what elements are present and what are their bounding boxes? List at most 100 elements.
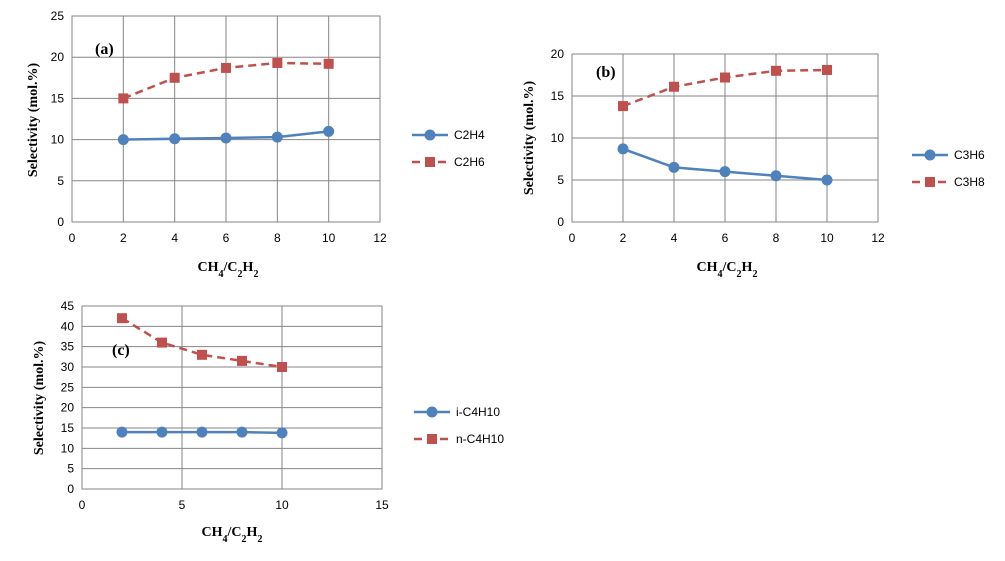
panel-label: (a) <box>95 41 114 58</box>
data-point-C2H6 <box>118 93 129 104</box>
x-tick-label: 8 <box>274 231 281 245</box>
x-tick-label: 10 <box>322 231 336 245</box>
data-point-C3H6 <box>617 143 629 155</box>
data-point-C3H8 <box>618 101 628 112</box>
data-point-n-C4H10 <box>117 313 127 324</box>
legend-entry-C3H8: C3H8 <box>912 175 985 189</box>
y-tick-label: 35 <box>61 340 75 354</box>
y-tick-label: 15 <box>551 89 565 103</box>
legend-entry-C3H6: C3H6 <box>912 148 985 162</box>
x-tick-label: 8 <box>773 231 780 245</box>
y-tick-label: 0 <box>67 482 74 496</box>
panel-label: (b) <box>596 64 616 81</box>
y-tick-label: 0 <box>557 215 564 229</box>
data-point-i-C4H10 <box>276 427 288 439</box>
legend-entry-i-C4H10: i-C4H10 <box>414 405 500 419</box>
data-point-C2H6 <box>323 58 334 69</box>
x-tick-label: 5 <box>179 498 186 512</box>
data-point-n-C4H10 <box>237 355 247 366</box>
x-tick-label: 10 <box>275 498 289 512</box>
data-point-C3H6 <box>770 170 782 182</box>
legend-marker <box>426 406 438 418</box>
data-point-C3H6 <box>719 166 731 178</box>
y-axis-title: Selectivity (mol.%) <box>26 63 41 178</box>
data-point-i-C4H10 <box>116 426 128 438</box>
y-tick-label: 40 <box>61 319 75 333</box>
y-tick-label: 20 <box>61 401 75 415</box>
legend-marker <box>427 434 437 444</box>
legend-label: C3H8 <box>954 175 985 189</box>
data-point-i-C4H10 <box>196 426 208 438</box>
x-tick-label: 0 <box>69 231 76 245</box>
x-tick-label: 0 <box>79 498 86 512</box>
data-point-C3H6 <box>821 174 833 186</box>
x-tick-label: 12 <box>373 231 387 245</box>
legend-entry-C2H6: C2H6 <box>412 155 485 169</box>
y-tick-label: 20 <box>551 47 565 61</box>
x-tick-label: 6 <box>722 231 729 245</box>
y-tick-label: 10 <box>61 441 75 455</box>
y-tick-label: 5 <box>557 173 564 187</box>
legend-marker <box>925 177 935 187</box>
chart-panel-3: 0 5 10 15 20 25 30 35 40 45 0 5 10 15 CH4/C2H2 Selectiv… <box>32 299 504 545</box>
y-axis-title: Selectivity (mol.%) <box>522 81 537 196</box>
data-point-C2H4 <box>271 131 283 143</box>
plot-area <box>81 305 383 490</box>
data-point-i-C4H10 <box>236 426 248 438</box>
data-point-n-C4H10 <box>277 362 287 372</box>
y-tick-label: 5 <box>57 174 64 188</box>
legend-marker <box>424 129 436 141</box>
x-tick-label: 4 <box>671 231 678 245</box>
chart-panel-2: 0 5 10 15 20 0 2 4 6 8 10 12 CH4/C2H2 Selectivity (mo… <box>522 47 985 280</box>
legend-entry-n-C4H10: n-C4H10 <box>414 432 504 446</box>
x-tick-label: 2 <box>620 231 627 245</box>
x-tick-label: 4 <box>171 231 178 245</box>
legend-label: i-C4H10 <box>456 405 500 419</box>
legend-marker <box>924 149 936 161</box>
data-point-C3H8 <box>720 72 730 83</box>
y-tick-label: 5 <box>67 462 74 476</box>
legend-label: C2H4 <box>454 128 485 142</box>
data-point-C3H6 <box>668 161 680 173</box>
legend-marker <box>425 157 435 167</box>
x-axis-title: CH4/C2H2 <box>198 260 259 280</box>
x-tick-label: 2 <box>120 231 127 245</box>
data-point-C3H8 <box>822 64 832 75</box>
data-point-C3H8 <box>771 65 781 76</box>
data-point-i-C4H10 <box>156 426 168 438</box>
panel-label: (c) <box>112 342 130 359</box>
x-tick-label: 0 <box>569 231 576 245</box>
y-tick-label: 25 <box>51 9 65 23</box>
y-tick-label: 20 <box>51 50 65 64</box>
y-tick-label: 45 <box>61 299 75 313</box>
data-point-C2H6 <box>272 57 283 68</box>
y-tick-label: 0 <box>57 215 64 229</box>
y-tick-label: 30 <box>61 360 75 374</box>
series-line-n-C4H10 <box>121 317 283 369</box>
y-tick-label: 15 <box>51 91 65 105</box>
chart-panel-1: 0 5 10 15 20 25 0 2 4 6 8 10 12 CH4/C2H2 Selectivity (… <box>26 9 485 280</box>
y-tick-label: 10 <box>551 131 565 145</box>
x-axis-title: CH4/C2H2 <box>697 260 758 280</box>
legend-label: n-C4H10 <box>456 432 504 446</box>
y-tick-label: 25 <box>61 380 75 394</box>
y-axis-title: Selectivity (mol.%) <box>32 341 47 456</box>
legend-label: C2H6 <box>454 155 485 169</box>
y-tick-label: 10 <box>51 133 65 147</box>
legend-label: C3H6 <box>954 148 985 162</box>
x-tick-label: 12 <box>871 231 885 245</box>
data-point-n-C4H10 <box>157 337 167 348</box>
data-point-n-C4H10 <box>197 349 207 360</box>
x-tick-label: 15 <box>375 498 389 512</box>
data-point-C3H8 <box>669 81 679 92</box>
data-point-C2H4 <box>220 132 232 144</box>
data-point-C2H4 <box>169 133 181 145</box>
data-point-C2H6 <box>221 62 231 73</box>
x-tick-label: 6 <box>223 231 230 245</box>
data-point-C2H6 <box>169 72 180 83</box>
data-point-C2H4 <box>117 134 129 146</box>
y-tick-label: 15 <box>61 421 75 435</box>
x-axis-title: CH4/C2H2 <box>202 525 263 545</box>
data-point-C2H4 <box>323 125 335 137</box>
